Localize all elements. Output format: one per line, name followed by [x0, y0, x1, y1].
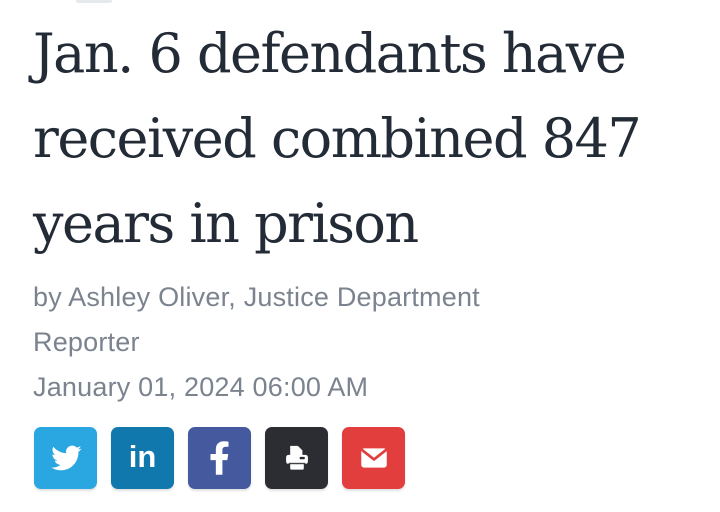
share-email-button[interactable] [342, 427, 405, 489]
facebook-f-icon [209, 440, 230, 476]
social-share-toolbar: in [34, 427, 680, 489]
article-headline: Jan. 6 defendants have received combined… [33, 22, 642, 255]
article-header: Jan. 6 defendants have received combined… [33, 22, 680, 489]
article-byline: by Ashley Oliver, Justice Department Rep… [33, 282, 480, 357]
twitter-bird-icon [50, 442, 82, 474]
printer-icon [280, 441, 314, 475]
envelope-icon [357, 441, 391, 475]
share-facebook-button[interactable] [188, 427, 251, 489]
cropped-content-artifact [76, 0, 112, 3]
article-publish-date: January 01, 2024 06:00 AM [33, 372, 369, 402]
share-twitter-button[interactable] [34, 427, 97, 489]
share-linkedin-button[interactable]: in [111, 427, 174, 489]
linkedin-in-icon: in [128, 438, 157, 474]
share-print-button[interactable] [265, 427, 328, 489]
